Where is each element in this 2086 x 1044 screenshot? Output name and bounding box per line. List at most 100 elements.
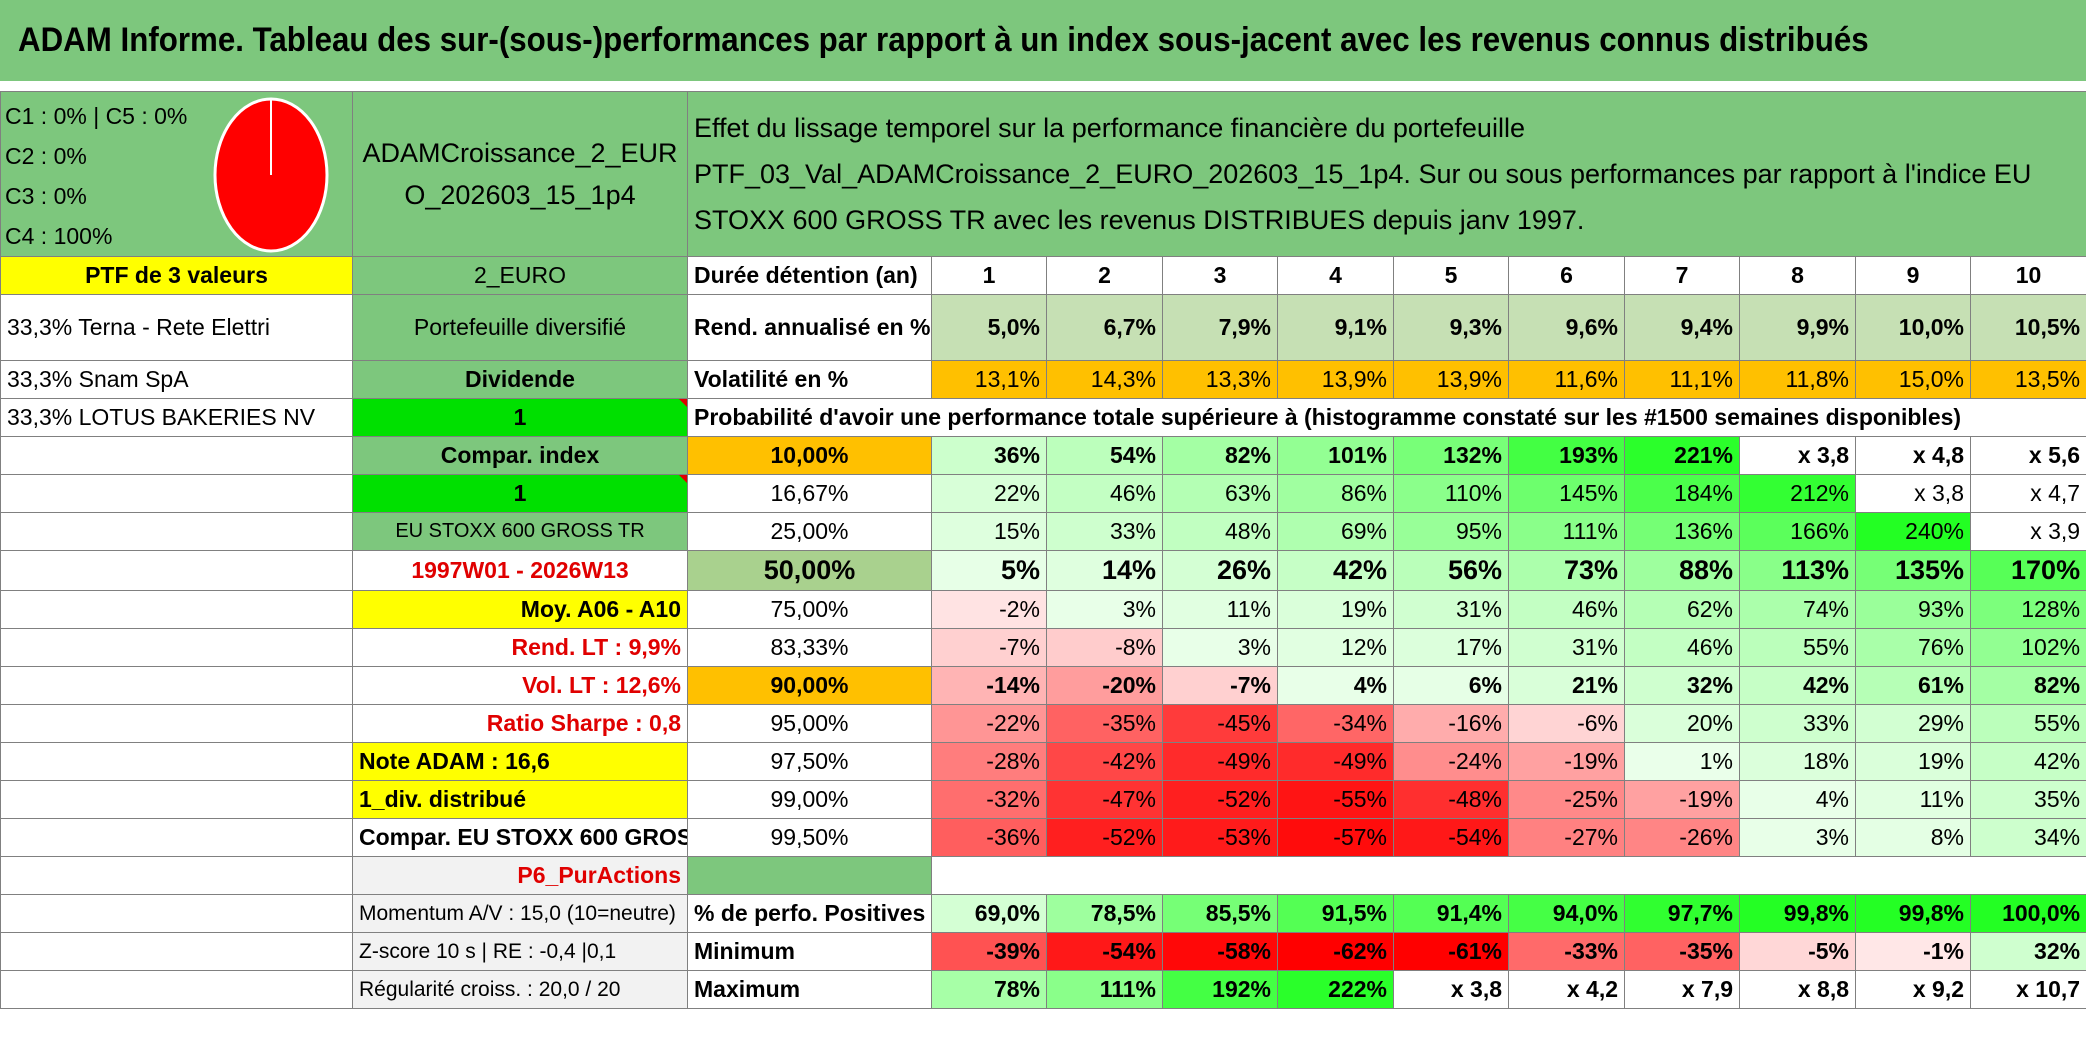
quantile-value: 14% <box>1046 550 1163 591</box>
summary-value: -58% <box>1162 932 1278 971</box>
quantile-value: -26% <box>1624 818 1740 857</box>
quantile-value: 31% <box>1508 628 1625 667</box>
quantile-value: 48% <box>1162 512 1278 551</box>
summary-value: 99,8% <box>1855 894 1971 933</box>
quantile-value: 88% <box>1624 550 1740 591</box>
volatility-label: Volatilité en % <box>687 360 932 399</box>
quantile-value: -53% <box>1162 818 1278 857</box>
quantile-row: Moy. A06 - A10 75,00% -2% 3% 11% 19% 31% 46% 62%… <box>0 590 2086 629</box>
return-value: 10,5% <box>1969 294 2086 361</box>
quantile-value: 17% <box>1393 628 1509 667</box>
side-metric: Ratio Sharpe : 0,8 <box>352 704 688 743</box>
quantile-value: -49% <box>1162 742 1278 781</box>
quantile-value: 42% <box>1969 742 2086 781</box>
summary-value: -33% <box>1508 932 1625 971</box>
return-value: 7,9% <box>1162 294 1278 361</box>
quantile-row: 1997W01 - 2026W13 50,00% 5% 14% 26% 42% 56% 73%… <box>0 550 2086 591</box>
probability-title-row: 33,3% LOTUS BAKERIES NV 1 Probabilité d'av… <box>0 398 2086 437</box>
quantile-value: 22% <box>931 474 1047 513</box>
side-metric: Compar. index <box>352 436 688 475</box>
volatility-value: 13,3% <box>1162 360 1278 399</box>
report-grid-wrapper: C1 : 0% | C5 : 0% C2 : 0% C3 : 0% C4 : 1… <box>0 91 2086 1009</box>
quantile-value: 4% <box>1739 780 1856 819</box>
left-blank-cell <box>0 666 353 705</box>
volatility-value: 11,1% <box>1624 360 1740 399</box>
quantile-value: -16% <box>1393 704 1509 743</box>
quantile-value: 33% <box>1046 512 1163 551</box>
quantile-value: -45% <box>1162 704 1278 743</box>
summary-value: x 4,2 <box>1508 970 1625 1009</box>
summary-value: -1% <box>1855 932 1971 971</box>
allocation-pie-chart <box>213 97 329 253</box>
left-blank-cell <box>0 628 353 667</box>
summary-label: Minimum <box>687 932 932 971</box>
portfolio-type: Portefeuille diversifié <box>352 294 688 361</box>
quantile-value: 33% <box>1739 704 1856 743</box>
holding-item: 33,3% Snam SpA <box>0 360 353 399</box>
side-metric: Régularité croiss. : 20,0 / 20 <box>352 970 688 1009</box>
ptf-label: PTF de 3 valeurs <box>0 256 353 295</box>
quantile-row: EU STOXX 600 GROSS TR 25,00% 15% 33% 48% 69% 9… <box>0 512 2086 551</box>
quantile-label: 16,67% <box>687 474 932 513</box>
summary-value: x 3,8 <box>1393 970 1509 1009</box>
year-header: 6 <box>1508 256 1625 295</box>
summary-value: 99,8% <box>1739 894 1856 933</box>
volatility-value: 15,0% <box>1855 360 1971 399</box>
left-blank-cell <box>0 818 353 857</box>
quantile-label: 99,50% <box>687 818 932 857</box>
report-title: ADAM Informe. Tableau des sur-(sous-)per… <box>18 21 1869 59</box>
quantile-value: 136% <box>1624 512 1740 551</box>
summary-value: 192% <box>1162 970 1278 1009</box>
year-header: 4 <box>1277 256 1394 295</box>
performance-table: C1 : 0% | C5 : 0% C2 : 0% C3 : 0% C4 : 1… <box>0 91 2086 1009</box>
quantile-value: -8% <box>1046 628 1163 667</box>
quantile-value: 21% <box>1508 666 1625 705</box>
quantile-value: 6% <box>1393 666 1509 705</box>
quantile-value: 76% <box>1855 628 1971 667</box>
description: Effet du lissage temporel sur la perform… <box>686 91 2086 257</box>
quantile-label: 90,00% <box>687 666 932 705</box>
summary-value: 85,5% <box>1162 894 1278 933</box>
quantile-label: 25,00% <box>687 512 932 551</box>
header-block-row: C1 : 0% | C5 : 0% C2 : 0% C3 : 0% C4 : 1… <box>0 91 2086 257</box>
quantile-value: 19% <box>1277 590 1394 629</box>
dividend-label: Dividende <box>352 360 688 399</box>
summary-value: 97,7% <box>1624 894 1740 933</box>
quantile-value: 3% <box>1046 590 1163 629</box>
summary-value: -62% <box>1277 932 1394 971</box>
summary-value: x 7,9 <box>1624 970 1740 1009</box>
side-metric: Compar. EU STOXX 600 GROSS TR <box>352 818 688 857</box>
quantile-row: Note ADAM : 16,6 97,50% -28% -42% -49% -49% -2… <box>0 742 2086 781</box>
quantile-value: 102% <box>1969 628 2086 667</box>
quantile-value: x 3,9 <box>1969 512 2086 551</box>
quantile-value: 42% <box>1739 666 1856 705</box>
quantile-value: -22% <box>931 704 1047 743</box>
quantile-row: Compar. EU STOXX 600 GROSS TR99,50%-36%-… <box>0 818 2086 857</box>
quantile-value: 69% <box>1277 512 1394 551</box>
year-header: 3 <box>1162 256 1278 295</box>
quantile-value: 63% <box>1162 474 1278 513</box>
volatility-value: 11,6% <box>1508 360 1625 399</box>
quantile-value: -19% <box>1624 780 1740 819</box>
year-header: 9 <box>1855 256 1971 295</box>
quantile-value: 56% <box>1393 550 1509 591</box>
summary-value: 111% <box>1046 970 1163 1009</box>
volatility-value: 13,5% <box>1969 360 2086 399</box>
quantile-value: 54% <box>1046 436 1163 475</box>
profile-blank-cell <box>930 856 2086 895</box>
quantile-row: 1_div. distribué 99,00% -32% -47% -52% -55% -4… <box>0 780 2086 819</box>
year-header: 2 <box>1046 256 1163 295</box>
return-row: 33,3% Terna - Rete Elettri Portefeuille d… <box>0 294 2086 361</box>
volatility-value: 13,1% <box>931 360 1047 399</box>
quantile-row: Compar. index 10,00% 36% 54% 82% 101% 132% 193%… <box>0 436 2086 475</box>
summary-value: -35% <box>1624 932 1740 971</box>
quantile-value: 82% <box>1969 666 2086 705</box>
summary-value: 94,0% <box>1508 894 1625 933</box>
quantile-value: 184% <box>1624 474 1740 513</box>
quantile-value: 212% <box>1739 474 1856 513</box>
quantile-label: 99,00% <box>687 780 932 819</box>
quantile-value: -7% <box>931 628 1047 667</box>
quantile-value: x 3,8 <box>1855 474 1971 513</box>
quantile-value: 11% <box>1162 590 1278 629</box>
quantile-value: -19% <box>1508 742 1625 781</box>
